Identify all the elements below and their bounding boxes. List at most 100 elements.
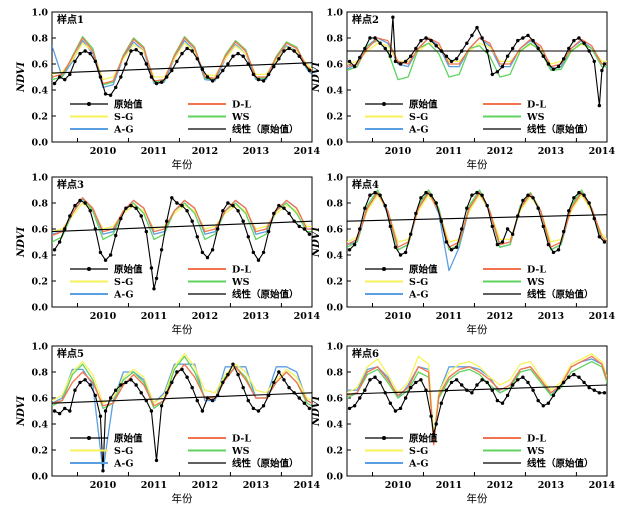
raw-point [510,383,515,387]
raw-point [398,406,403,411]
x-tick-label: 2013 [538,146,564,157]
x-tick-label: 2012 [192,311,218,322]
y-tick-label: 0.8 [326,34,343,45]
x-axis-label: 年份 [172,323,193,336]
legend-marker [382,436,386,440]
raw-point [510,46,515,51]
raw-point [231,362,235,366]
raw-point [352,64,357,69]
y-tick-label: 0.6 [326,394,343,405]
raw-point [582,41,586,45]
raw-point [221,209,225,213]
series-line-SG [347,353,607,438]
raw-point [149,409,154,413]
raw-point [454,378,459,382]
raw-point [251,406,256,411]
raw-point [393,59,398,64]
raw-point [480,378,484,382]
raw-point [98,414,103,418]
y-tick-label: 0.4 [31,251,48,262]
raw-point [287,385,291,390]
raw-point [572,196,576,200]
raw-point [68,409,72,413]
series-line-raw [54,197,310,290]
raw-point [190,385,194,390]
raw-point [465,41,469,45]
raw-point [347,59,352,64]
raw-point [373,375,377,379]
raw-point [190,219,194,223]
raw-point [403,396,408,400]
x-tick-label: 2014 [589,311,616,322]
raw-point [409,385,413,390]
raw-point [398,253,403,257]
raw-point [521,36,525,40]
legend-label-AG: A-G [113,290,133,301]
raw-point [536,398,540,403]
raw-point [175,370,179,374]
y-tick-label: 0.6 [326,225,343,236]
raw-point [68,72,72,77]
raw-point [429,38,433,43]
x-tick-label: 2011 [436,480,462,491]
raw-point [144,229,149,234]
raw-point [98,250,103,255]
series-group [52,353,312,473]
raw-point [215,227,220,231]
raw-point [139,391,143,395]
y-axis-label: NDVI [16,396,27,427]
raw-point [531,38,535,43]
legend-label-raw: 原始值 [114,99,143,111]
raw-point [541,224,545,229]
legend-marker [382,102,386,106]
y-tick-label: 0.8 [326,368,343,379]
raw-point [368,378,372,382]
raw-point [531,196,535,200]
y-tick-label: 0.2 [31,112,48,123]
legend-label-WS: WS [526,277,545,288]
legend-label-DL: D-L [232,434,251,445]
raw-point [108,396,113,400]
legend-label-WS: WS [526,446,545,457]
series-line-trend [52,62,312,74]
raw-point [185,46,189,51]
raw-point [302,401,307,405]
x-tick-label: 2013 [243,146,269,157]
raw-point [434,422,438,426]
raw-point [241,54,245,58]
raw-point [475,383,479,387]
x-tick-label: 2013 [243,480,269,491]
raw-point [73,203,77,208]
raw-point [83,49,87,53]
raw-point [297,224,301,229]
raw-point [129,49,133,53]
raw-point [602,391,607,395]
series-line-trend [347,384,607,395]
raw-point [393,245,398,249]
raw-point [465,206,469,210]
raw-point [449,59,454,64]
x-axis-label: 年份 [172,158,193,171]
x-tick-label: 2012 [487,146,513,157]
raw-point [454,57,459,61]
series-line-raw [349,374,605,435]
y-tick-label: 0.4 [31,86,48,97]
y-tick-label: 1.0 [31,342,48,353]
raw-point [409,54,413,58]
raw-point [180,51,184,56]
raw-point [241,219,245,223]
raw-point [200,409,205,413]
raw-point [261,250,266,255]
legend-label-trend: 线性（原始值） [527,124,594,136]
raw-point [139,214,143,218]
raw-point [431,432,436,437]
y-tick-label: 0.4 [31,420,48,431]
raw-point [521,198,525,203]
raw-point [368,36,372,40]
raw-point [551,67,556,71]
plot-frame [51,176,313,308]
y-tick-label: 0.4 [326,420,343,431]
raw-point [434,201,438,205]
raw-point [434,44,438,48]
raw-point [256,409,261,413]
